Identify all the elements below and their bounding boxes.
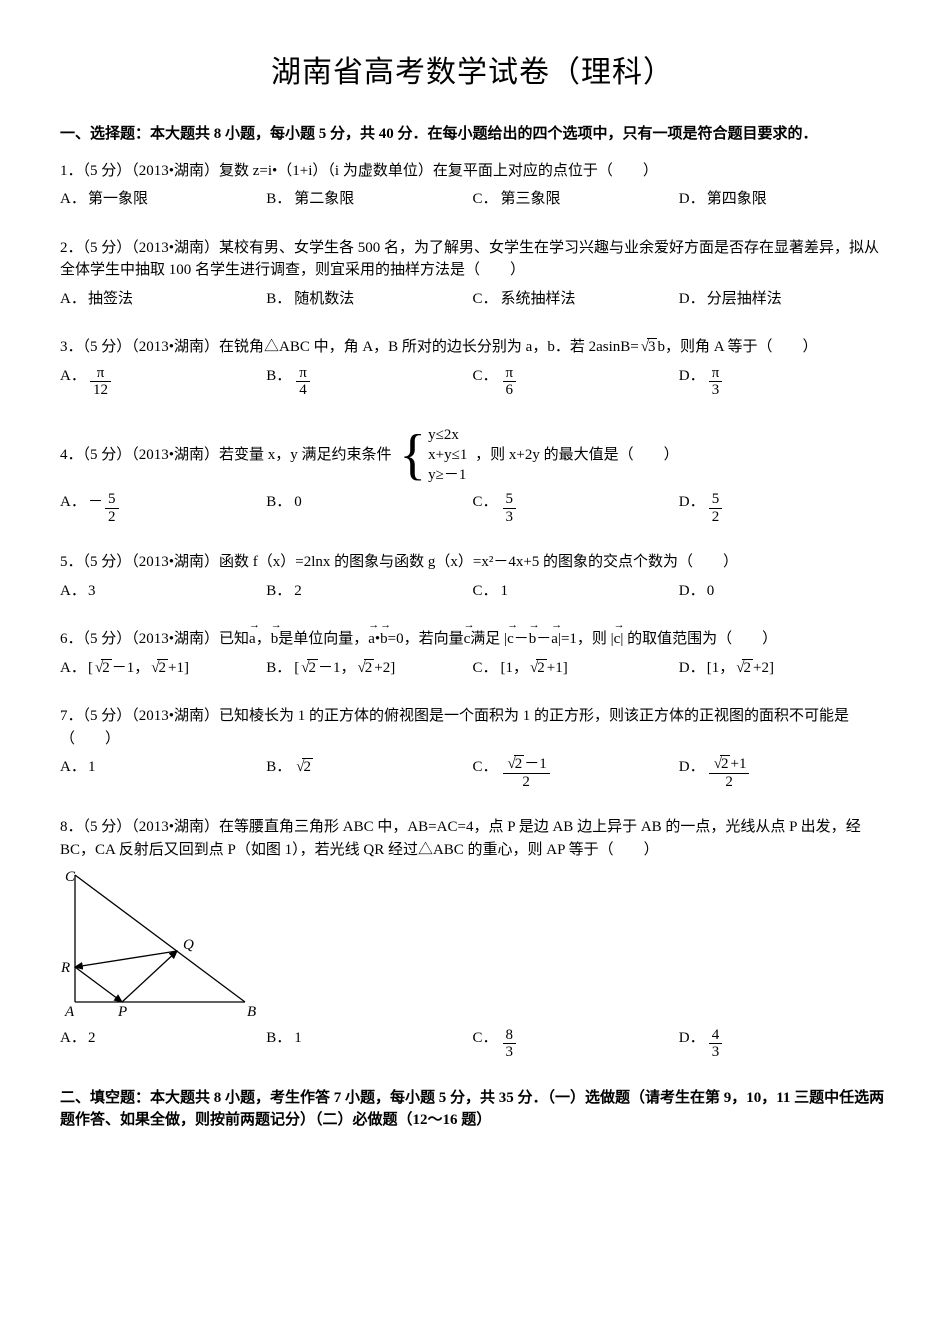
q6-opt-d: D． [1，2+2]: [679, 657, 885, 680]
q6-opt-b: B． [2－1，2+2]: [266, 657, 472, 680]
svg-text:Q: Q: [183, 937, 194, 953]
q4-options: A． －52 B．0 C． 53 D． 52: [60, 491, 885, 525]
q8-opt-d: D． 43: [679, 1027, 885, 1061]
fraction: π4: [296, 365, 310, 399]
question-2: 2．（5 分）（2013•湖南）某校有男、女学生各 500 名，为了解男、女学生…: [60, 237, 885, 311]
q2-opt-a: A．抽签法: [60, 288, 266, 311]
q3-text: 3．（5 分）（2013•湖南）在锐角△ABC 中，角 A，B 所对的边长分别为…: [60, 336, 885, 359]
q1-opt-a: A．第一象限: [60, 188, 266, 211]
q6-text: 6．（5 分）（2013•湖南）已知a，b是单位向量，a•b=0，若向量c满足 …: [60, 628, 885, 651]
fraction: 83: [503, 1027, 517, 1061]
q7-opt-c: C． 2－1 2: [473, 756, 679, 790]
sqrt-icon: 2: [714, 756, 731, 773]
q6-opt-c: C． [1，2+1]: [473, 657, 679, 680]
q5-opt-a: A．3: [60, 580, 266, 603]
fraction: π6: [503, 365, 517, 399]
fraction: 52: [105, 491, 119, 525]
fraction: 2+1 2: [709, 756, 750, 790]
q6-opt-a: A． [2－1，2+1]: [60, 657, 266, 680]
sqrt-icon: 2: [508, 756, 525, 773]
q2-text: 2．（5 分）（2013•湖南）某校有男、女学生各 500 名，为了解男、女学生…: [60, 237, 885, 282]
q3-options: A． π12 B． π4 C． π6 D． π3: [60, 365, 885, 399]
question-6: 6．（5 分）（2013•湖南）已知a，b是单位向量，a•b=0，若向量c满足 …: [60, 628, 885, 679]
q2-opt-d: D．分层抽样法: [679, 288, 885, 311]
q3-opt-d: D． π3: [679, 365, 885, 399]
q6-options: A． [2－1，2+1] B． [2－1，2+2] C． [1，2+1] D． …: [60, 657, 885, 680]
q7-opt-a: A．1: [60, 756, 266, 790]
q4-opt-a: A． －52: [60, 491, 266, 525]
vector-c: c: [507, 628, 514, 651]
fraction: 2－1 2: [503, 756, 550, 790]
sqrt-icon: 2: [530, 657, 547, 680]
q5-opt-c: C．1: [473, 580, 679, 603]
q3-opt-c: C． π6: [473, 365, 679, 399]
q5-opt-b: B．2: [266, 580, 472, 603]
question-8: 8．（5 分）（2013•湖南）在等腰直角三角形 ABC 中，AB=AC=4，点…: [60, 816, 885, 1061]
sqrt-icon: 2: [296, 756, 313, 779]
section-2-heading: 二、填空题：本大题共 8 小题，考生作答 7 小题，每小题 5 分，共 35 分…: [60, 1087, 885, 1132]
q4-opt-d: D． 52: [679, 491, 885, 525]
sqrt-icon: 3: [641, 336, 658, 359]
triangle-svg: A B C P Q R: [60, 867, 260, 1017]
vector-b: b: [529, 628, 537, 651]
fraction: π12: [90, 365, 111, 399]
q8-options: A．2 B．1 C． 83 D． 43: [60, 1027, 885, 1061]
q7-options: A．1 B． 2 C． 2－1 2 D． 2+1 2: [60, 756, 885, 790]
vector-a: a: [249, 628, 256, 651]
q8-opt-b: B．1: [266, 1027, 472, 1061]
q5-options: A．3 B．2 C．1 D．0: [60, 580, 885, 603]
sqrt-icon: 2: [358, 657, 375, 680]
q8-opt-a: A．2: [60, 1027, 266, 1061]
q1-opt-c: C．第三象限: [473, 188, 679, 211]
vector-b: b: [380, 628, 388, 651]
svg-text:R: R: [60, 960, 70, 976]
q7-text: 7．（5 分）（2013•湖南）已知棱长为 1 的正方体的俯视图是一个面积为 1…: [60, 705, 885, 750]
fraction: 53: [503, 491, 517, 525]
sqrt-icon: 2: [151, 657, 168, 680]
q1-options: A．第一象限 B．第二象限 C．第三象限 D．第四象限: [60, 188, 885, 211]
question-7: 7．（5 分）（2013•湖南）已知棱长为 1 的正方体的俯视图是一个面积为 1…: [60, 705, 885, 790]
vector-a: a: [368, 628, 375, 651]
vector-c: c: [614, 628, 621, 651]
page-title: 湖南省高考数学试卷（理科）: [60, 50, 885, 95]
q2-opt-c: C．系统抽样法: [473, 288, 679, 311]
fraction: 43: [709, 1027, 723, 1061]
question-3: 3．（5 分）（2013•湖南）在锐角△ABC 中，角 A，B 所对的边长分别为…: [60, 336, 885, 399]
q7-opt-d: D． 2+1 2: [679, 756, 885, 790]
q4-opt-b: B．0: [266, 491, 472, 525]
sqrt-icon: 2: [95, 657, 112, 680]
question-1: 1．（5 分）（2013•湖南）复数 z=i•（1+i）（i 为虚数单位）在复平…: [60, 160, 885, 211]
sqrt-icon: 2: [301, 657, 318, 680]
q3-opt-b: B． π4: [266, 365, 472, 399]
question-5: 5．（5 分）（2013•湖南）函数 f（x）=2lnx 的图象与函数 g（x）…: [60, 551, 885, 602]
q7-opt-b: B． 2: [266, 756, 472, 790]
q3-opt-a: A． π12: [60, 365, 266, 399]
q1-text: 1．（5 分）（2013•湖南）复数 z=i•（1+i）（i 为虚数单位）在复平…: [60, 160, 885, 183]
section-1-heading: 一、选择题：本大题共 8 小题，每小题 5 分，共 40 分．在每小题给出的四个…: [60, 123, 885, 146]
vector-c: c: [464, 628, 471, 651]
q2-opt-b: B．随机数法: [266, 288, 472, 311]
svg-text:P: P: [117, 1004, 127, 1017]
svg-text:C: C: [65, 869, 76, 885]
fraction: 52: [709, 491, 723, 525]
vector-b: b: [271, 628, 279, 651]
question-4: 4．（5 分）（2013•湖南）若变量 x，y 满足约束条件 { y≤2x x+…: [60, 425, 885, 526]
q4-text: 4．（5 分）（2013•湖南）若变量 x，y 满足约束条件 { y≤2x x+…: [60, 425, 885, 486]
q8-opt-c: C． 83: [473, 1027, 679, 1061]
svg-text:A: A: [64, 1004, 75, 1017]
triangle-diagram: A B C P Q R: [60, 867, 885, 1025]
vector-a: a: [551, 628, 558, 651]
brace-system: { y≤2x x+y≤1 y≥－1: [399, 425, 467, 486]
q5-opt-d: D．0: [679, 580, 885, 603]
q1-opt-d: D．第四象限: [679, 188, 885, 211]
left-brace-icon: {: [399, 427, 426, 483]
q4-opt-c: C． 53: [473, 491, 679, 525]
q8-text: 8．（5 分）（2013•湖南）在等腰直角三角形 ABC 中，AB=AC=4，点…: [60, 816, 885, 861]
sqrt-icon: 2: [736, 657, 753, 680]
q1-opt-b: B．第二象限: [266, 188, 472, 211]
svg-text:B: B: [247, 1004, 256, 1017]
q5-text: 5．（5 分）（2013•湖南）函数 f（x）=2lnx 的图象与函数 g（x）…: [60, 551, 885, 574]
q2-options: A．抽签法 B．随机数法 C．系统抽样法 D．分层抽样法: [60, 288, 885, 311]
fraction: π3: [709, 365, 723, 399]
